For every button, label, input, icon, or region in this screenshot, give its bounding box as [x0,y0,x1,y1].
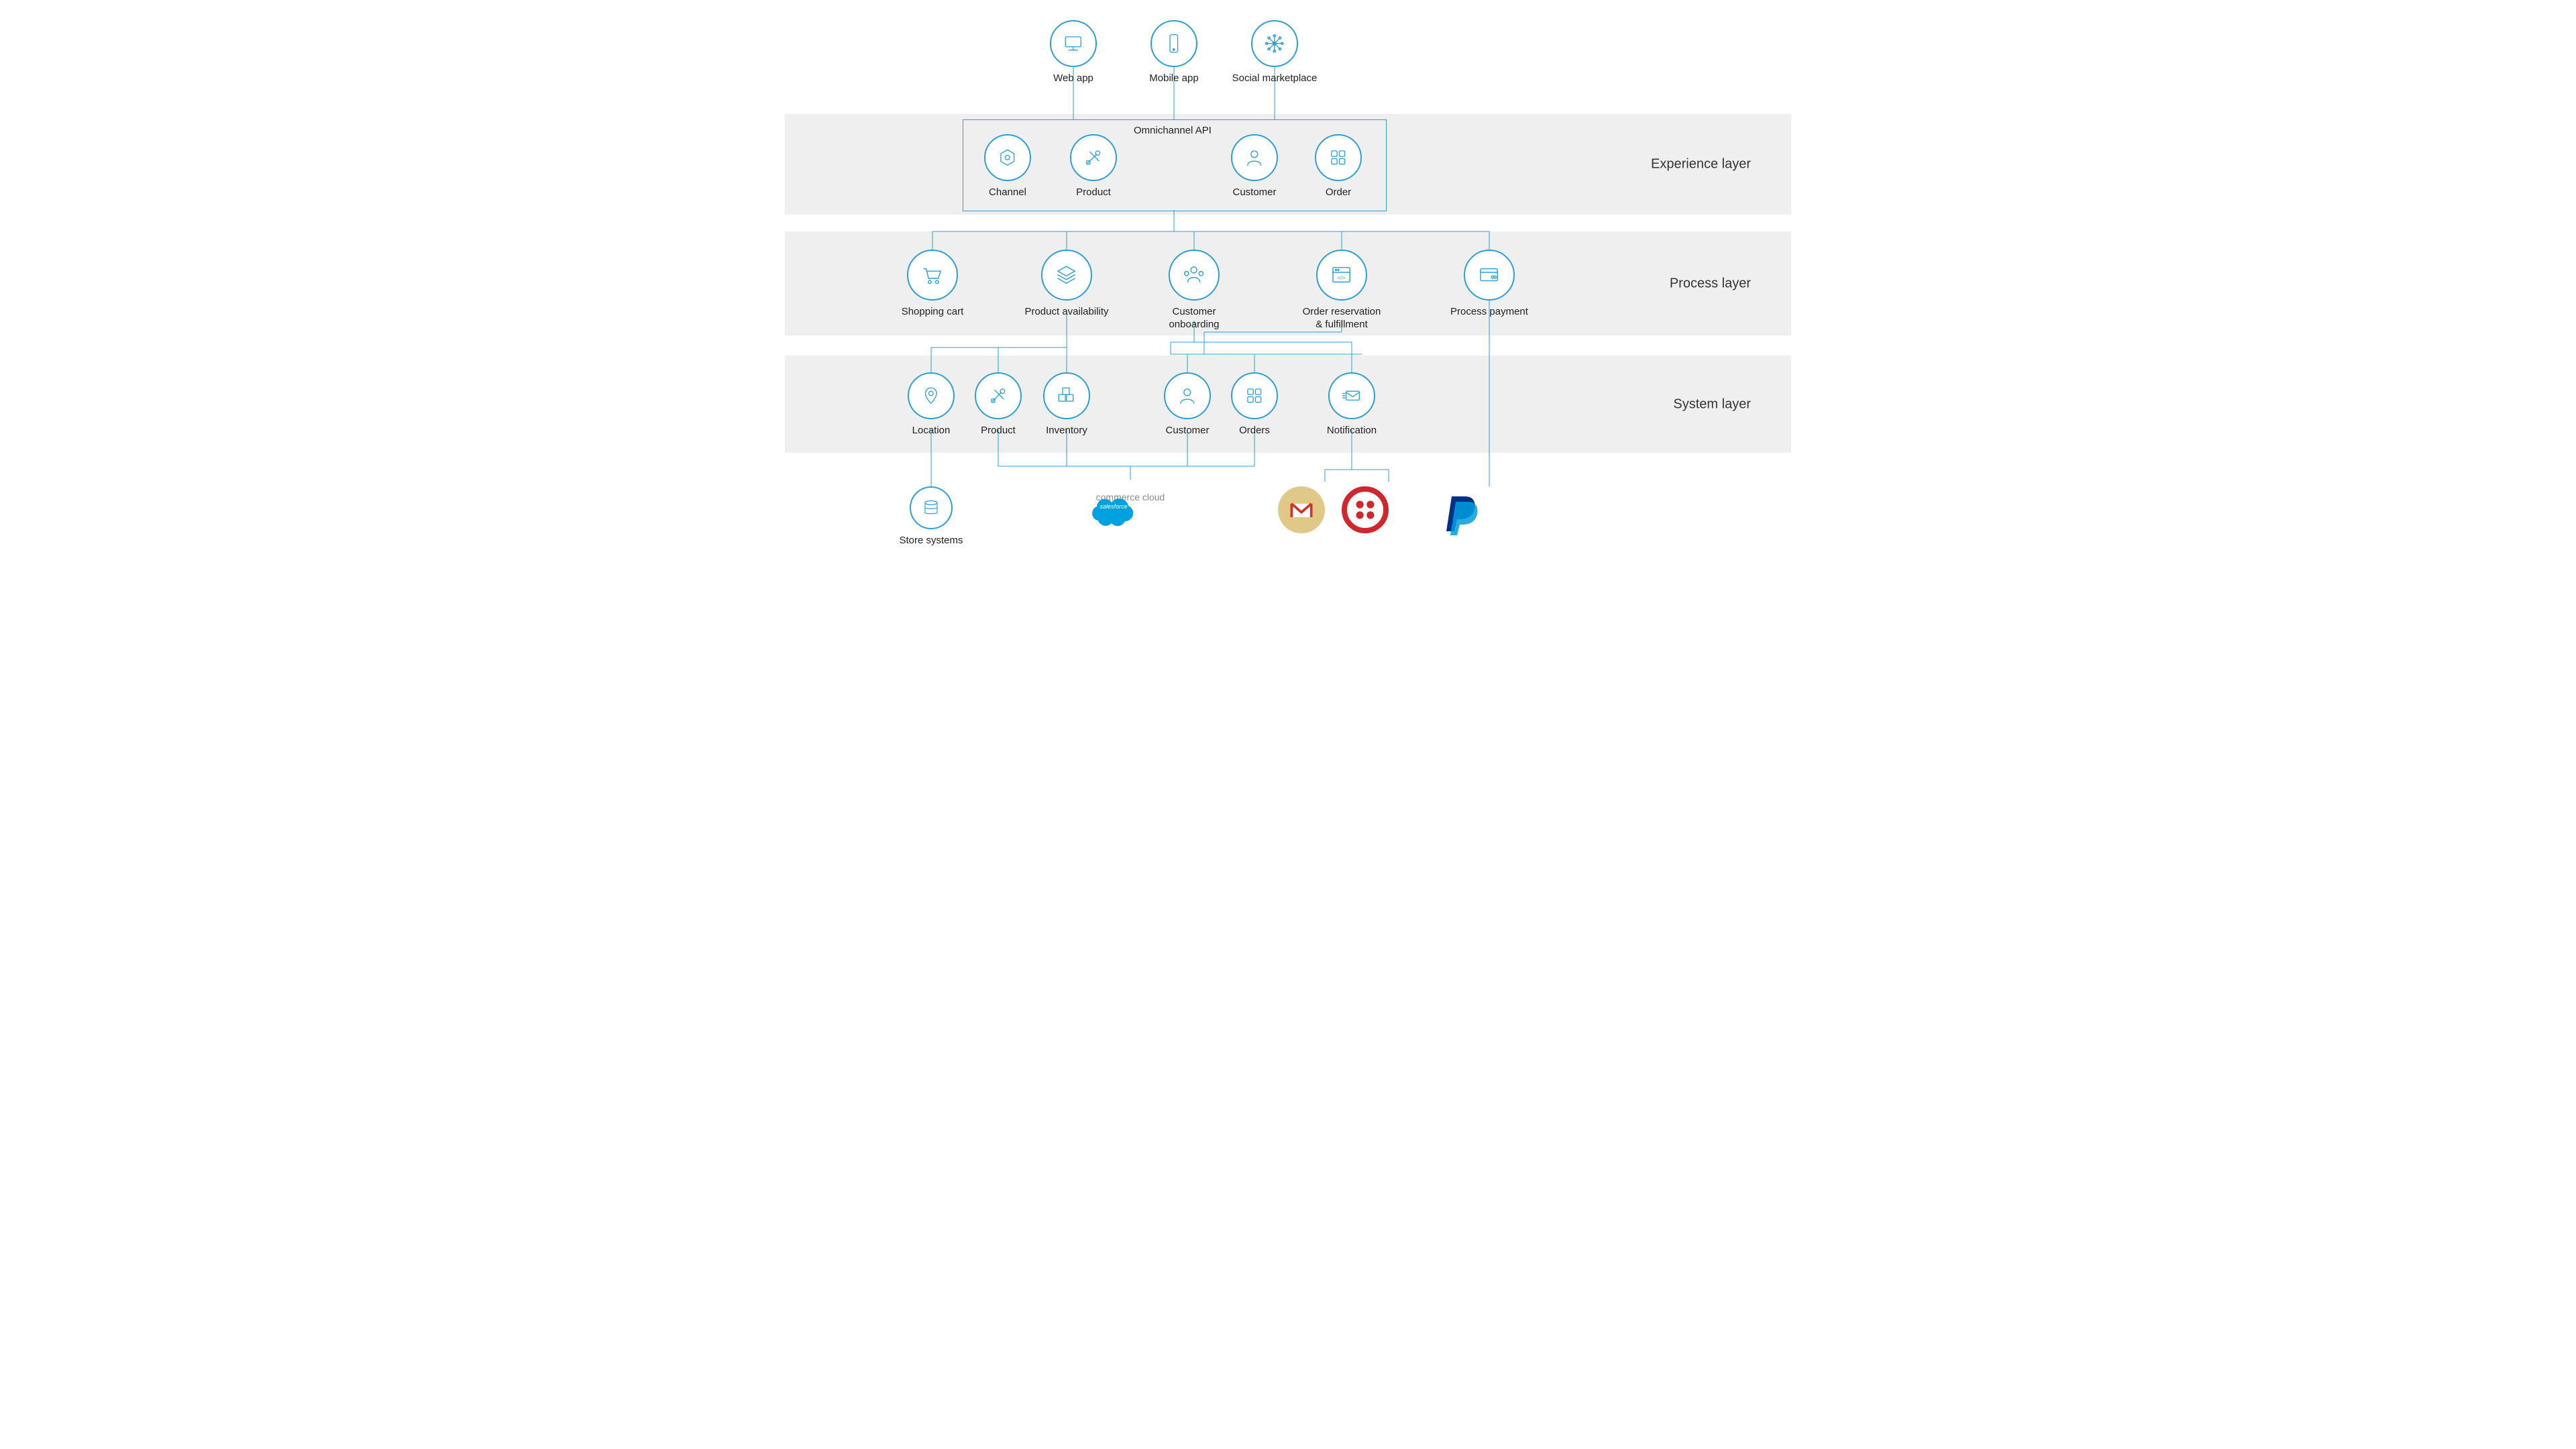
node-avail: Product availability [1020,250,1114,319]
network-icon [1251,20,1298,67]
node-customer: Customer [1208,134,1301,199]
twilio-icon [1342,486,1389,533]
omnichannel-api-title: Omnichannel API [1134,125,1212,136]
browser-icon: </> [1316,250,1367,301]
node-web: Web app [1026,20,1120,85]
monitor-icon [1050,20,1097,67]
db-icon [910,486,953,529]
svg-text:salesforce: salesforce [1099,503,1127,510]
card-icon [1464,250,1515,301]
node-label-channel: Channel [961,186,1055,199]
node-label-orders: Orders [1208,425,1301,437]
person-icon [1164,372,1211,419]
node-label-fulfil: Order reservation& fulfillment [1295,306,1389,331]
node-social: Social marketplace [1228,20,1322,85]
grid4-icon [1315,134,1362,181]
node-fulfil: </> Order reservation& fulfillment [1295,250,1389,331]
node-label-inventory: Inventory [1020,425,1114,437]
node-label-avail: Product availability [1020,306,1114,319]
node-product: Product [1046,134,1140,199]
node-notify: Notification [1305,372,1399,437]
people-icon [1169,250,1220,301]
node-sfcc: salesforcecommerce cloud [1083,486,1177,504]
node-label-pay: Process payment [1442,306,1536,319]
layers-icon [1041,250,1092,301]
node-label-social: Social marketplace [1228,72,1322,85]
salesforce-icon: salesforce [1083,486,1144,527]
node-label-web: Web app [1026,72,1120,85]
boxes-icon [1043,372,1090,419]
pin-icon [908,372,955,419]
node-store: Store systems [884,486,978,547]
mail-icon [1328,372,1375,419]
tools-icon [1070,134,1117,181]
node-label-notify: Notification [1305,425,1399,437]
node-onboard: Customeronboarding [1147,250,1241,331]
gmail-icon [1278,486,1325,533]
node-label-cart: Shopping cart [885,306,979,319]
node-label-onboard: Customeronboarding [1147,306,1241,331]
grid4-icon [1231,372,1278,419]
node-inventory: Inventory [1020,372,1114,437]
node-orders: Orders [1208,372,1301,437]
hex-icon [984,134,1031,181]
node-pay: Process payment [1442,250,1536,319]
node-label-product: Product [1046,186,1140,199]
node-label-mobile: Mobile app [1127,72,1221,85]
diagram-stage: Experience layerProcess layerSystem laye… [785,0,1791,557]
tools-icon [975,372,1022,419]
node-label-order: Order [1291,186,1385,199]
node-order: Order [1291,134,1385,199]
phone-icon [1150,20,1197,67]
paypal-icon [1442,493,1483,533]
svg-text:</>: </> [1338,275,1346,281]
node-mobile: Mobile app [1127,20,1221,85]
node-cart: Shopping cart [885,250,979,319]
node-label-store: Store systems [884,535,978,547]
node-channel: Channel [961,134,1055,199]
cart-icon [907,250,958,301]
node-label-customer: Customer [1208,186,1301,199]
person-icon [1231,134,1278,181]
